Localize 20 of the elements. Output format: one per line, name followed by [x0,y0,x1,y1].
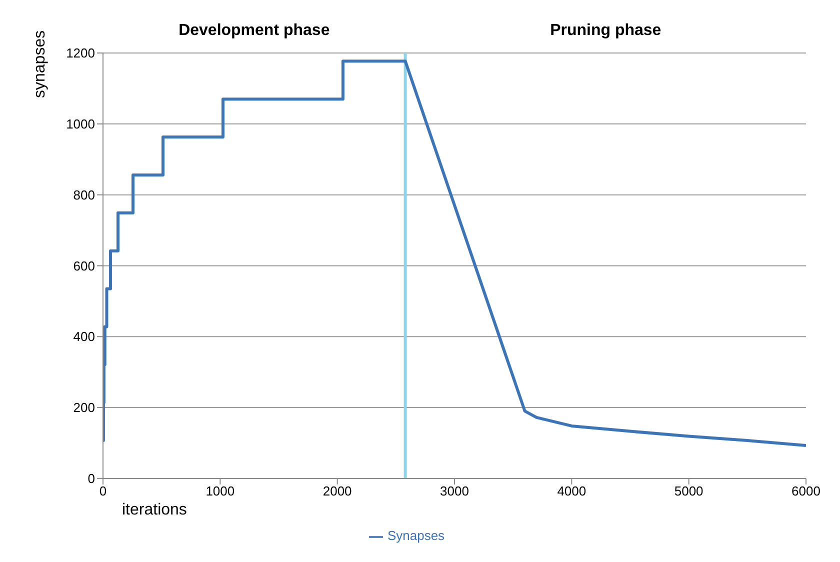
text: Pruning phase [549,22,662,40]
legend-label: Synapses [387,528,445,544]
x-tick-label: 0 [99,484,107,499]
y-tick-label: 0 [88,471,95,486]
x-axis-title: iterations [122,501,187,518]
y-tick-label: 800 [73,187,95,202]
x-tick-label: 2000 [322,484,352,499]
x-tick-label: 6000 [792,484,820,499]
x-tick-label: 3000 [440,484,469,499]
line-series [103,60,806,447]
y-tick-label: 600 [73,258,95,274]
x-tick-label: 4000 [557,484,586,499]
y-axis-title: synapses [31,30,48,98]
y-tick-label: 200 [73,400,95,416]
y-tick-label: 1200 [66,46,95,61]
text: Development phase [178,22,331,40]
x-tick-label: 1000 [206,484,235,499]
y-tick-label: 400 [73,329,95,344]
x-tick-label: 5000 [674,484,704,499]
y-tick-label: 1000 [66,116,95,132]
